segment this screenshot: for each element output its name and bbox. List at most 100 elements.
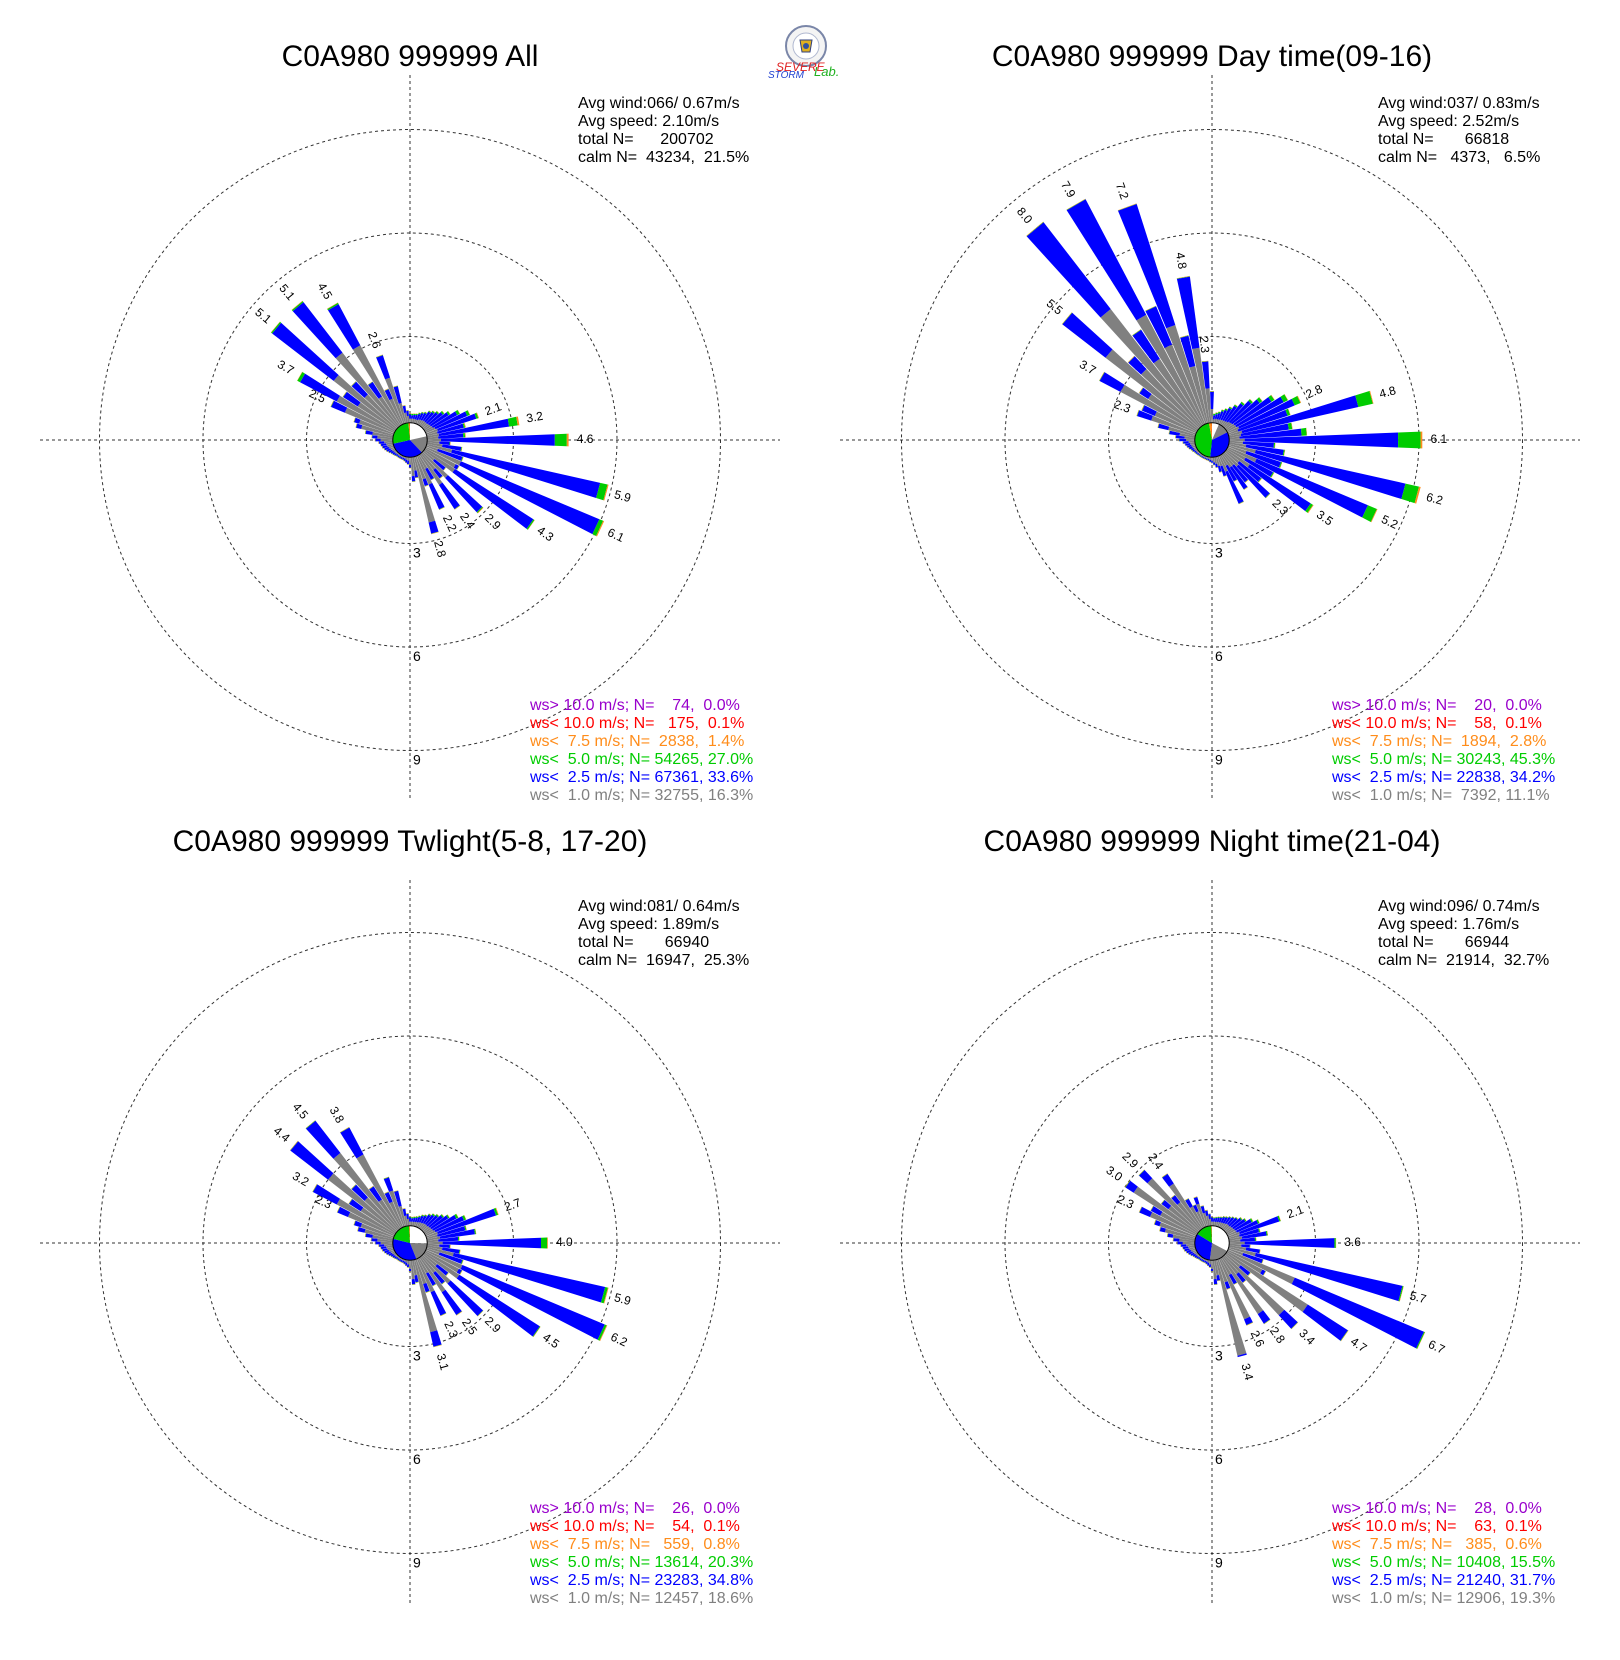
petal-segment-325-lt1 [378,1199,401,1230]
petal-segment-155-lt7_5 [440,1313,447,1317]
petal-segment-5-lt5 [411,1217,414,1219]
legend-entry-gt10: ws> 10.0 m/s; N= 74, 0.0% [530,697,740,714]
petal-segment-135-lt7_5 [477,507,484,514]
petal-segment-140-lt2_5 [433,1271,445,1284]
petal-segment-35-lt1 [1221,420,1226,427]
petal-segment-95-lt1 [427,1243,440,1247]
petal-segment-280-lt2_5 [365,430,373,435]
petal-label-90: 4.6 [577,432,594,446]
ring-label-9: 9 [413,1555,421,1571]
petal-label-300: 3.7 [1077,357,1099,378]
petal-segment-205-lt5 [1202,457,1205,459]
petal-segment-265-lt7_5 [1182,441,1183,444]
stats-line: total N= 66818 [1378,131,1510,148]
petal-segment-135-lt2_5 [1236,464,1270,498]
petal-segment-340-lt1 [385,377,405,424]
petal-segment-55-lt7_5 [1271,394,1275,400]
petal-segment-285-lt5 [357,1227,359,1232]
pie-slice-lt2_5 [1194,1234,1212,1261]
petal-segment-215-lt7_5 [397,456,399,458]
petal-segment-210-lt5 [1200,1260,1203,1262]
petal-segment-300-lt1 [1160,1211,1198,1235]
petal-segment-300-lt5 [1099,372,1105,381]
petal-segment-100-lt5 [1259,1249,1261,1254]
petal-segment-150-lt5 [432,1283,436,1287]
petal-segment-220-lt2_5 [1198,1257,1201,1260]
petal-segment-340-lt2_5 [383,1177,394,1192]
petal-segment-70-lt5 [1277,1215,1281,1222]
legend-entry-lt5: ws< 5.0 m/s; N= 54265, 27.0% [530,751,754,768]
petal-segment-295-lt1 [347,1212,395,1237]
petal-segment-185-lt7_5 [406,1267,409,1268]
petal-segment-310-lt7_5 [1161,1199,1165,1204]
petal-label-135: 3.4 [1296,1326,1318,1348]
petal-segment-50-lt2_5 [1230,1217,1242,1228]
petal-segment-15-lt5 [415,413,418,416]
petal-segment-95-lt1 [1229,1243,1242,1247]
petal-segment-115-lt7_5 [599,1325,608,1342]
pie-slice-lt1 [1212,424,1228,440]
petal-segment-105-lt2_5 [451,449,601,498]
petal-segment-130-lt5 [1257,478,1262,483]
petal-label-135: 2.9 [482,1314,504,1336]
petal-segment-140-lt2_5 [1236,1272,1246,1283]
petal-segment-215-lt2_5 [1199,1258,1202,1261]
petal-segment-135-lt5 [477,1310,484,1317]
petal-segment-290-lt7_5 [1153,1219,1156,1225]
petal-segment-90-lt5 [1398,431,1421,449]
petal-segment-355-lt7_5 [406,410,409,411]
petal-segment-255-lt1 [1191,443,1196,447]
petal-segment-110-lt5 [1279,462,1282,468]
petal-segment-265-lt5 [1182,441,1184,444]
petal-segment-350-lt1 [404,412,408,424]
petal-segment-190-lt1 [405,456,408,460]
petal-segment-70-lt7_5 [476,412,479,419]
petal-segment-260-lt7_5 [380,444,381,447]
petal-segment-140-lt1 [1222,1255,1239,1275]
petal-segment-150-lt5 [1233,1282,1238,1285]
petal-segment-250-lt5 [384,1251,386,1254]
petal-segment-175-lt2_5 [1213,462,1216,465]
petal-segment-140-lt7_5 [1244,479,1249,483]
petal-segment-275-lt5 [371,435,373,439]
petal-segment-75-lt7_5 [1369,390,1374,404]
petal-segment-120-lt2_5 [1244,457,1274,477]
petal-segment-60-lt7_5 [457,409,461,414]
petal-segment-225-lt7_5 [1196,454,1198,456]
petal-segment-105-lt2_5 [1254,449,1406,499]
petal-segment-35-lt7_5 [428,1213,432,1216]
petal-segment-280-lt1 [1172,1234,1196,1241]
petal-segment-70-lt2_5 [1237,409,1288,432]
petal-segment-25-lt7_5 [421,1214,425,1216]
petal-segment-245-lt2_5 [386,448,391,452]
petal-segment-50-lt2_5 [427,412,443,426]
petal-segment-200-lt7_5 [401,459,404,461]
petal-segment-170-lt7_5 [1215,467,1218,468]
petal-segment-115-lt5 [597,1324,607,1341]
petal-segment-135-lt1 [421,1254,451,1284]
petal-segment-145-lt7_5 [454,505,461,510]
petal-segment-15-lt7_5 [415,413,419,415]
ring-label-9: 9 [413,752,421,768]
petal-segment-330-lt2_5 [1185,1198,1193,1208]
petal-segment-210-lt2_5 [1200,1259,1204,1262]
petal-label-135: 2.9 [482,511,504,533]
petal-segment-295-lt1 [1154,411,1197,434]
petal-segment-110-lt1 [1228,1248,1244,1256]
ring-9 [901,932,1523,1554]
petal-segment-85-lt7_5 [1255,1237,1257,1241]
petal-segment-115-lt1 [425,446,461,466]
petal-segment-90-lt7_5 [1420,431,1423,449]
petal-segment-290-lt5 [353,1220,356,1226]
petal-segment-135-lt7_5 [1291,1322,1299,1330]
petal-segment-60-lt2_5 [1234,1219,1252,1231]
petal-segment-240-lt2_5 [388,449,393,453]
petal-segment-10-lt2_5 [412,1217,416,1223]
petal-segment-175-lt7_5 [412,481,416,482]
petal-segment-85-lt1 [427,1239,439,1243]
pie-slice-lt5 [393,1225,410,1243]
petal-segment-65-lt1 [425,427,436,434]
ring-label-6: 6 [1215,1451,1223,1467]
petal-segment-75-lt5 [1258,1228,1261,1233]
petal-segment-270-lt2_5 [375,438,381,442]
